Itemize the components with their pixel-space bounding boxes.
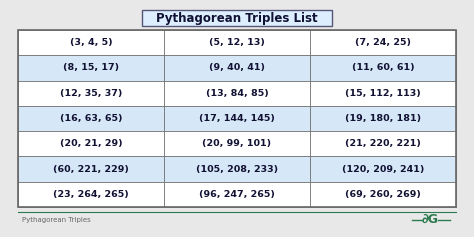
Bar bbox=[18, 106, 164, 131]
Bar bbox=[164, 30, 310, 55]
Bar bbox=[310, 81, 456, 106]
Text: (16, 63, 65): (16, 63, 65) bbox=[60, 114, 122, 123]
Bar bbox=[310, 156, 456, 182]
FancyBboxPatch shape bbox=[142, 10, 332, 26]
Bar bbox=[164, 182, 310, 207]
Text: (19, 180, 181): (19, 180, 181) bbox=[345, 114, 421, 123]
Text: Pythagorean Triples: Pythagorean Triples bbox=[22, 217, 91, 223]
Bar bbox=[164, 81, 310, 106]
Bar bbox=[310, 30, 456, 55]
Text: (13, 84, 85): (13, 84, 85) bbox=[206, 89, 268, 98]
Text: (3, 4, 5): (3, 4, 5) bbox=[70, 38, 112, 47]
Bar bbox=[18, 81, 164, 106]
Text: (20, 99, 101): (20, 99, 101) bbox=[202, 139, 272, 148]
Bar bbox=[164, 156, 310, 182]
Text: (7, 24, 25): (7, 24, 25) bbox=[355, 38, 411, 47]
Bar bbox=[18, 30, 456, 207]
Text: (96, 247, 265): (96, 247, 265) bbox=[199, 190, 275, 199]
Text: (120, 209, 241): (120, 209, 241) bbox=[342, 164, 424, 173]
Bar bbox=[310, 131, 456, 156]
Text: (20, 21, 29): (20, 21, 29) bbox=[60, 139, 122, 148]
Bar bbox=[310, 182, 456, 207]
Text: (60, 221, 229): (60, 221, 229) bbox=[53, 164, 129, 173]
Bar bbox=[18, 156, 164, 182]
Bar bbox=[18, 182, 164, 207]
Text: (8, 15, 17): (8, 15, 17) bbox=[63, 64, 119, 73]
Text: (12, 35, 37): (12, 35, 37) bbox=[60, 89, 122, 98]
Bar bbox=[164, 131, 310, 156]
Text: (21, 220, 221): (21, 220, 221) bbox=[345, 139, 421, 148]
Bar bbox=[310, 106, 456, 131]
Text: (11, 60, 61): (11, 60, 61) bbox=[352, 64, 414, 73]
Bar bbox=[18, 30, 164, 55]
Text: (9, 40, 41): (9, 40, 41) bbox=[209, 64, 265, 73]
Bar bbox=[18, 131, 164, 156]
Bar bbox=[18, 55, 164, 81]
Text: ∂G: ∂G bbox=[421, 213, 438, 225]
Text: (105, 208, 233): (105, 208, 233) bbox=[196, 164, 278, 173]
Bar bbox=[164, 55, 310, 81]
Text: (5, 12, 13): (5, 12, 13) bbox=[209, 38, 265, 47]
Bar bbox=[164, 106, 310, 131]
Text: Pythagorean Triples List: Pythagorean Triples List bbox=[156, 12, 318, 24]
Text: (23, 264, 265): (23, 264, 265) bbox=[53, 190, 129, 199]
Bar bbox=[310, 55, 456, 81]
Text: (17, 144, 145): (17, 144, 145) bbox=[199, 114, 275, 123]
Text: (69, 260, 269): (69, 260, 269) bbox=[345, 190, 421, 199]
Text: (15, 112, 113): (15, 112, 113) bbox=[345, 89, 421, 98]
